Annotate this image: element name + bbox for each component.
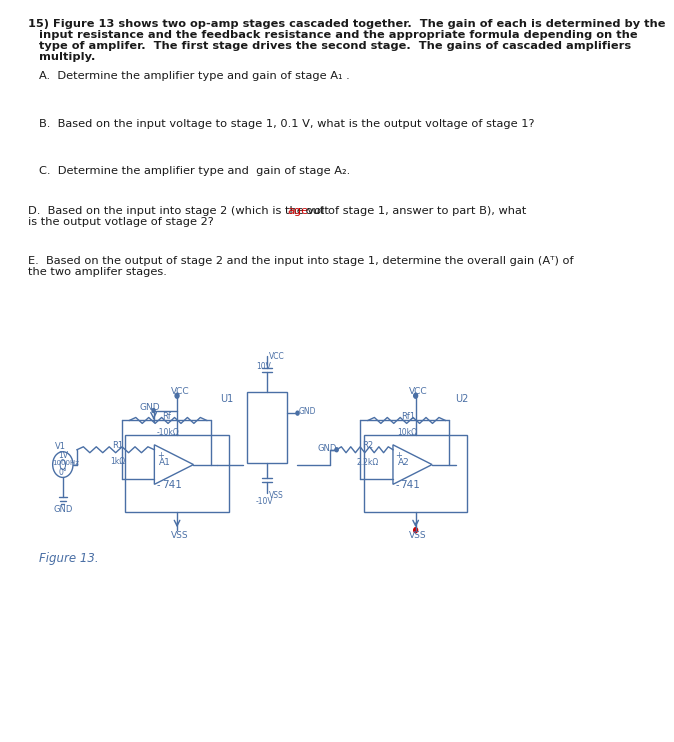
Text: GND: GND	[318, 444, 337, 453]
Text: R2: R2	[362, 441, 373, 450]
Text: A.  Determine the amplifier type and gain of stage A₁ .: A. Determine the amplifier type and gain…	[38, 71, 349, 82]
Text: multiply.: multiply.	[38, 52, 95, 62]
Text: Rf: Rf	[162, 412, 171, 421]
Text: VSS: VSS	[270, 490, 284, 499]
Text: R1: R1	[113, 441, 123, 450]
Text: 741: 741	[162, 480, 182, 490]
Text: +: +	[396, 450, 402, 460]
Text: 10kΩ: 10kΩ	[397, 428, 417, 437]
Text: Rf1: Rf1	[401, 412, 415, 421]
Text: -10kΩ: -10kΩ	[157, 428, 179, 437]
Text: U1: U1	[220, 394, 233, 404]
Text: 10V: 10V	[256, 362, 271, 371]
Circle shape	[175, 393, 179, 398]
Text: +: +	[157, 450, 164, 460]
Text: the two amplifer stages.: the two amplifer stages.	[28, 267, 166, 278]
Text: VCC: VCC	[270, 352, 285, 361]
Circle shape	[152, 409, 155, 413]
Text: VCC: VCC	[171, 387, 189, 395]
Text: is the output votlage of stage 2?: is the output votlage of stage 2?	[28, 217, 214, 227]
Text: GND: GND	[140, 403, 160, 412]
Text: age: age	[287, 206, 309, 216]
Circle shape	[335, 447, 338, 452]
Text: 1000Hz: 1000Hz	[52, 459, 79, 466]
Text: 1V: 1V	[58, 450, 68, 460]
Text: GND: GND	[53, 505, 73, 514]
Text: C.  Determine the amplifier type and  gain of stage A₂.: C. Determine the amplifier type and gain…	[38, 166, 350, 177]
Text: 2.2kΩ: 2.2kΩ	[357, 458, 379, 467]
Text: 1kΩ: 1kΩ	[110, 456, 125, 466]
Text: -: -	[157, 480, 160, 490]
Text: A1: A1	[159, 458, 171, 467]
Text: VSS: VSS	[409, 531, 427, 540]
Text: 15) Figure 13 shows two op-amp stages cascaded together.  The gain of each is de: 15) Figure 13 shows two op-amp stages ca…	[28, 19, 665, 29]
Text: B.  Based on the input voltage to stage 1, 0.1 V, what is the output voltage of : B. Based on the input voltage to stage 1…	[38, 119, 534, 129]
Text: 0°: 0°	[58, 467, 67, 476]
Circle shape	[296, 411, 299, 415]
Text: Figure 13.: Figure 13.	[38, 552, 98, 565]
Text: U2: U2	[455, 394, 468, 404]
Bar	[247, 392, 287, 463]
Text: -10V: -10V	[256, 496, 274, 505]
Text: GND: GND	[299, 407, 317, 416]
Text: input resistance and the feedback resistance and the appropriate formula dependi: input resistance and the feedback resist…	[38, 30, 637, 40]
Text: out of stage 1, answer to part B), what: out of stage 1, answer to part B), what	[302, 206, 526, 216]
Text: A2: A2	[398, 458, 410, 467]
Text: VSS: VSS	[171, 531, 189, 540]
Bar	[364, 436, 467, 513]
Text: V1: V1	[55, 441, 66, 451]
Text: VCC: VCC	[409, 387, 428, 395]
Text: E.  Based on the output of stage 2 and the input into stage 1, determine the ove: E. Based on the output of stage 2 and th…	[28, 256, 574, 266]
Circle shape	[414, 393, 418, 398]
Text: -: -	[396, 480, 399, 490]
Bar	[125, 436, 228, 513]
Circle shape	[414, 528, 418, 533]
Text: 741: 741	[400, 480, 421, 490]
Text: type of amplifer.  The first stage drives the second stage.  The gains of cascad: type of amplifer. The first stage drives…	[38, 41, 631, 50]
Text: D.  Based on the input into stage 2 (which is the volt: D. Based on the input into stage 2 (whic…	[28, 206, 328, 216]
